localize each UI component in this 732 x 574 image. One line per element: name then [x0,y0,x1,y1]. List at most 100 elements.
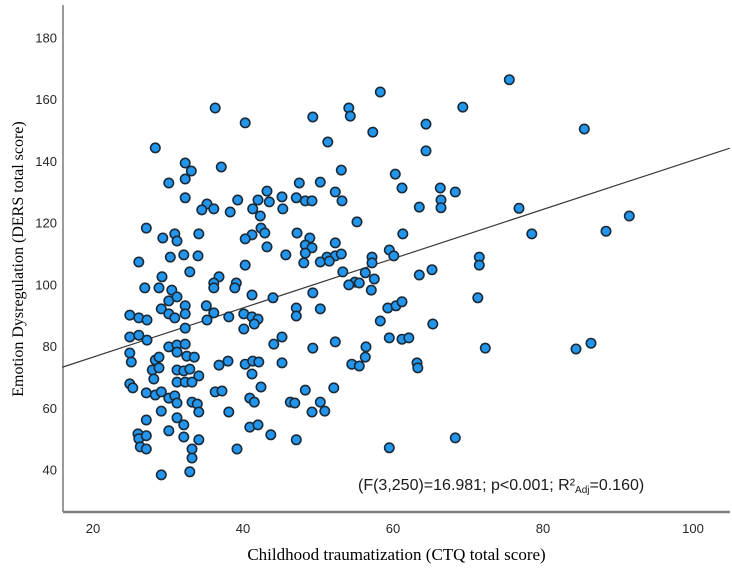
data-point [239,117,251,129]
data-point [263,196,275,208]
y-tick-label: 100 [35,277,57,292]
data-point [171,291,183,303]
data-point [388,250,400,262]
data-point [184,266,196,278]
data-point [164,251,176,263]
data-point [449,186,461,198]
data-point [255,381,267,393]
data-point [185,165,197,177]
data-point [290,192,302,204]
x-tick-label: 20 [86,521,100,536]
data-point [365,284,377,296]
data-point [149,142,161,154]
data-point [155,386,167,398]
y-tick-label: 160 [35,92,57,107]
data-point [140,430,152,442]
data-point [193,370,205,382]
data-point [435,202,447,214]
data-point [140,414,152,426]
data-point [473,259,485,271]
data-point [155,303,167,315]
data-point [133,329,145,341]
data-point [192,250,204,262]
data-point [359,267,371,279]
data-point [188,351,200,363]
data-point [368,273,380,285]
data-point [335,248,347,260]
data-point [259,227,271,239]
data-point [374,86,386,98]
data-point [184,466,196,478]
data-point [335,164,347,176]
data-point [413,201,425,213]
data-point [155,405,167,417]
data-point [155,469,167,481]
data-point [413,269,425,281]
data-point [140,443,152,455]
data-point [247,203,259,215]
data-point [215,161,227,173]
data-point [246,289,258,301]
data-point [570,343,582,355]
data-point [367,126,379,138]
data-point [224,206,236,218]
data-point [337,266,349,278]
data-point [254,210,266,222]
x-tick-label: 40 [236,521,250,536]
data-point [171,397,183,409]
data-point [139,282,151,294]
data-point [124,347,136,359]
data-point [248,396,260,408]
data-point [193,228,205,240]
data-point [178,419,190,431]
data-point [623,210,635,222]
data-point [329,186,341,198]
data-point [186,376,198,388]
data-point [351,216,363,228]
data-point [277,203,289,215]
data-point [449,432,461,444]
data-point [314,256,326,268]
data-point [412,362,424,374]
data-point [209,102,221,114]
stats-annotation-pre: (F(3,250)=16.981; p<0.001; R² [358,477,576,494]
data-point [133,256,145,268]
data-point [148,373,160,385]
data-point [457,101,469,113]
data-point [153,351,165,363]
data-point [153,362,165,374]
data-point [479,342,491,354]
data-point [322,136,334,148]
data-point [290,310,302,322]
data-point [353,360,365,372]
data-point [397,228,409,240]
data-point [252,419,264,431]
stats-annotation: (F(3,250)=16.981; p<0.001; R²Adj=0.160) [358,477,644,496]
data-point [184,363,196,375]
data-point [179,157,191,169]
data-point [157,232,169,244]
data-point [389,168,401,180]
data-point [179,192,191,204]
data-point [216,385,228,397]
data-point [472,292,484,304]
stats-annotation-subscript: Adj [575,485,590,496]
data-point [246,368,258,380]
data-point [366,257,378,269]
data-point [420,118,432,130]
data-point [124,331,136,343]
data-point [248,318,260,330]
data-point [578,123,590,135]
data-point [298,257,310,269]
data-point [268,338,280,350]
data-point [261,185,273,197]
data-point [125,356,137,368]
data-point [208,282,220,294]
data-point [306,406,318,418]
y-axis-title: Emotion Dysregulation (DERS total score) [10,121,27,397]
data-point [307,111,319,123]
data-point [307,342,319,354]
data-point [163,177,175,189]
